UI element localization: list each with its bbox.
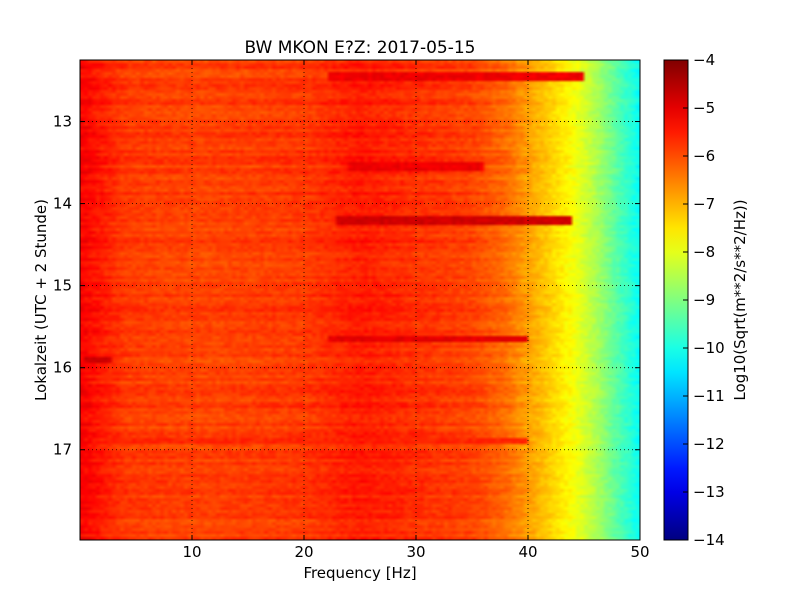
- colorbar-tick-label: −4: [693, 51, 715, 69]
- y-axis-label: Lokalzeit (UTC + 2 Stunde): [32, 199, 50, 401]
- x-axis: 10 20 30 40 50: [182, 60, 650, 561]
- colorbar-tick-label: −13: [693, 483, 725, 501]
- x-tick-label: 20: [294, 543, 313, 561]
- colorbar-tick-label: −5: [693, 99, 715, 117]
- spectrogram-image: [80, 60, 640, 540]
- plot-area: [80, 60, 640, 540]
- colorbar-tick-label: −11: [693, 387, 725, 405]
- chart-title: BW MKON E?Z: 2017-05-15: [245, 38, 476, 58]
- x-tick-label: 30: [406, 543, 425, 561]
- y-tick-label: 14: [53, 195, 72, 213]
- y-tick-label: 17: [53, 441, 72, 459]
- grid-lines: [80, 60, 640, 540]
- y-axis: 13 14 15 16 17: [53, 113, 640, 459]
- x-tick-label: 50: [630, 543, 649, 561]
- colorbar-tick-label: −10: [693, 339, 725, 357]
- x-axis-label: Frequency [Hz]: [303, 564, 416, 582]
- colorbar: −4 −5 −6 −7 −8 −9 −10 −11 −12 −13 −14: [663, 51, 725, 549]
- y-tick-label: 16: [53, 359, 72, 377]
- y-tick-label: 15: [53, 277, 72, 295]
- plot-frame: [79, 59, 641, 541]
- colorbar-tick-label: −6: [693, 147, 715, 165]
- colorbar-tick-label: −7: [693, 195, 715, 213]
- x-tick-label: 10: [182, 543, 201, 561]
- colorbar-tick-label: −9: [693, 291, 715, 309]
- colorbar-label: Log10(Sqrt(m**2/s**2/Hz)): [731, 199, 749, 400]
- x-tick-label: 40: [518, 543, 537, 561]
- y-tick-label: 13: [53, 113, 72, 131]
- colorbar-tick-label: −8: [693, 243, 715, 261]
- colorbar-tick-label: −12: [693, 435, 725, 453]
- colorbar-tick-label: −14: [693, 531, 725, 549]
